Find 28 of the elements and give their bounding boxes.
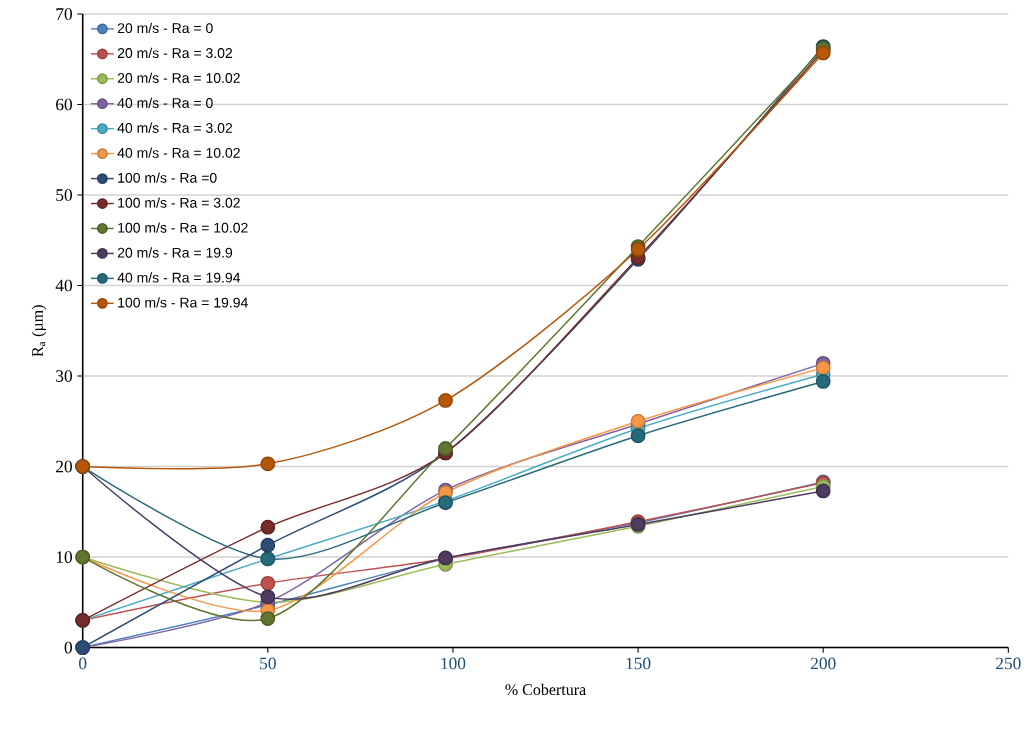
y-tick-label: 50 xyxy=(56,189,72,202)
legend-label: 40 m/s - Ra = 3.02 xyxy=(117,122,233,134)
y-tick-label: 10 xyxy=(56,551,72,564)
legend-label: 40 m/s - Ra = 0 xyxy=(117,97,213,109)
y-tick-label: 30 xyxy=(56,370,72,383)
x-tick-label: 150 xyxy=(626,657,651,670)
x-tick-label: 0 xyxy=(79,657,87,670)
y-tick-label: 60 xyxy=(56,98,72,111)
legend-label: 100 m/s - Ra =0 xyxy=(118,172,217,184)
legend-label: 40 m/s - Ra = 10.02 xyxy=(117,147,240,159)
legend-label: 20 m/s - Ra = 3.02 xyxy=(117,47,233,59)
legend-label: 20 m/s - Ra = 10.02 xyxy=(117,72,240,84)
x-tick-label: 200 xyxy=(810,657,836,670)
y-tick-label: 40 xyxy=(55,279,72,292)
legend-label: 20 m/s - Ra = 0 xyxy=(117,23,213,34)
legend-label: 100 m/s - Ra = 3.02 xyxy=(118,197,240,208)
legend-label: 20 m/s - Ra = 19.9 xyxy=(117,247,233,258)
legend-label: 100 m/s - Ra = 10.02 xyxy=(118,222,248,233)
x-tick-label: 250 xyxy=(996,657,1021,670)
x-tick-label: 50 xyxy=(260,657,276,670)
legend-label: 100 m/s - Ra = 19.94 xyxy=(118,297,248,308)
legend-label: 40 m/s - Ra = 19.94 xyxy=(117,272,241,283)
y-tick-label: 70 xyxy=(56,8,72,21)
y-axis-title: R$_{a}$ (µm) xyxy=(31,305,47,357)
y-tick-label: 20 xyxy=(56,460,72,473)
x-tick-label: 100 xyxy=(441,657,466,670)
y-tick-label: 0 xyxy=(64,641,72,654)
x-axis-title: % Cobertura xyxy=(505,683,586,696)
